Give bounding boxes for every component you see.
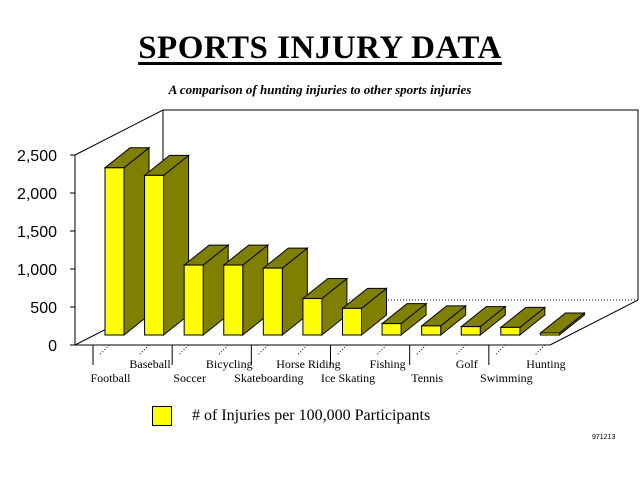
bar: [183, 264, 204, 336]
x-tick-label: Bicycling: [206, 357, 253, 371]
legend-swatch: [152, 406, 172, 426]
bar: [539, 332, 560, 336]
x-leader: [217, 344, 229, 356]
bar-top: [538, 312, 586, 334]
floor-right-edge: [549, 299, 639, 346]
x-leader: [297, 344, 308, 356]
bar: [460, 326, 481, 336]
x-tick-label: Tennis: [411, 371, 443, 385]
x-tick-label: Fishing: [370, 357, 406, 371]
legend: # of Injuries per 100,000 Participants: [152, 406, 430, 426]
x-leader: [257, 344, 269, 356]
bar: [421, 325, 442, 336]
x-tick-label: Football: [90, 371, 131, 385]
figure-code: 971213: [592, 434, 616, 441]
x-tick-label: Ice Skating: [321, 371, 375, 385]
x-tick-label: Skateboarding: [234, 371, 303, 385]
x-tick-label: Golf: [456, 357, 478, 371]
bar: [381, 323, 402, 336]
x-tick-label: Hunting: [526, 357, 565, 371]
bar: [144, 174, 165, 336]
x-leader: [99, 344, 110, 356]
x-tick-label: Horse Riding: [276, 357, 340, 371]
x-leader: [376, 344, 387, 356]
y-tick-label: 2,000: [17, 186, 57, 203]
y-tick-label: 1,500: [17, 224, 57, 241]
back-wall-outline: [74, 109, 639, 300]
bar: [302, 298, 323, 336]
x-leader: [178, 344, 190, 356]
x-leader: [534, 344, 546, 356]
legend-label: # of Injuries per 100,000 Participants: [192, 407, 431, 424]
chart-subtitle: A comparison of hunting injuries to othe…: [168, 82, 472, 97]
x-leader: [336, 344, 348, 356]
x-tick-label: Soccer: [173, 371, 206, 385]
y-tick-label: 2,500: [17, 148, 57, 165]
y-tick-label: 0: [48, 338, 57, 355]
bar: [104, 167, 125, 336]
chart-title: SPORTS INJURY DATA: [138, 30, 502, 66]
x-leader: [455, 344, 467, 356]
x-leader: [138, 344, 150, 356]
x-leader: [494, 344, 506, 356]
x-leader: [415, 344, 427, 356]
x-tick-label: Swimming: [480, 371, 533, 385]
x-tick-label: Baseball: [129, 357, 171, 371]
bar: [500, 326, 521, 336]
y-tick-label: 500: [30, 300, 57, 317]
bar: [262, 267, 283, 336]
bar: [342, 307, 362, 336]
bar: [223, 264, 244, 336]
y-tick-label: 1,000: [17, 262, 57, 279]
